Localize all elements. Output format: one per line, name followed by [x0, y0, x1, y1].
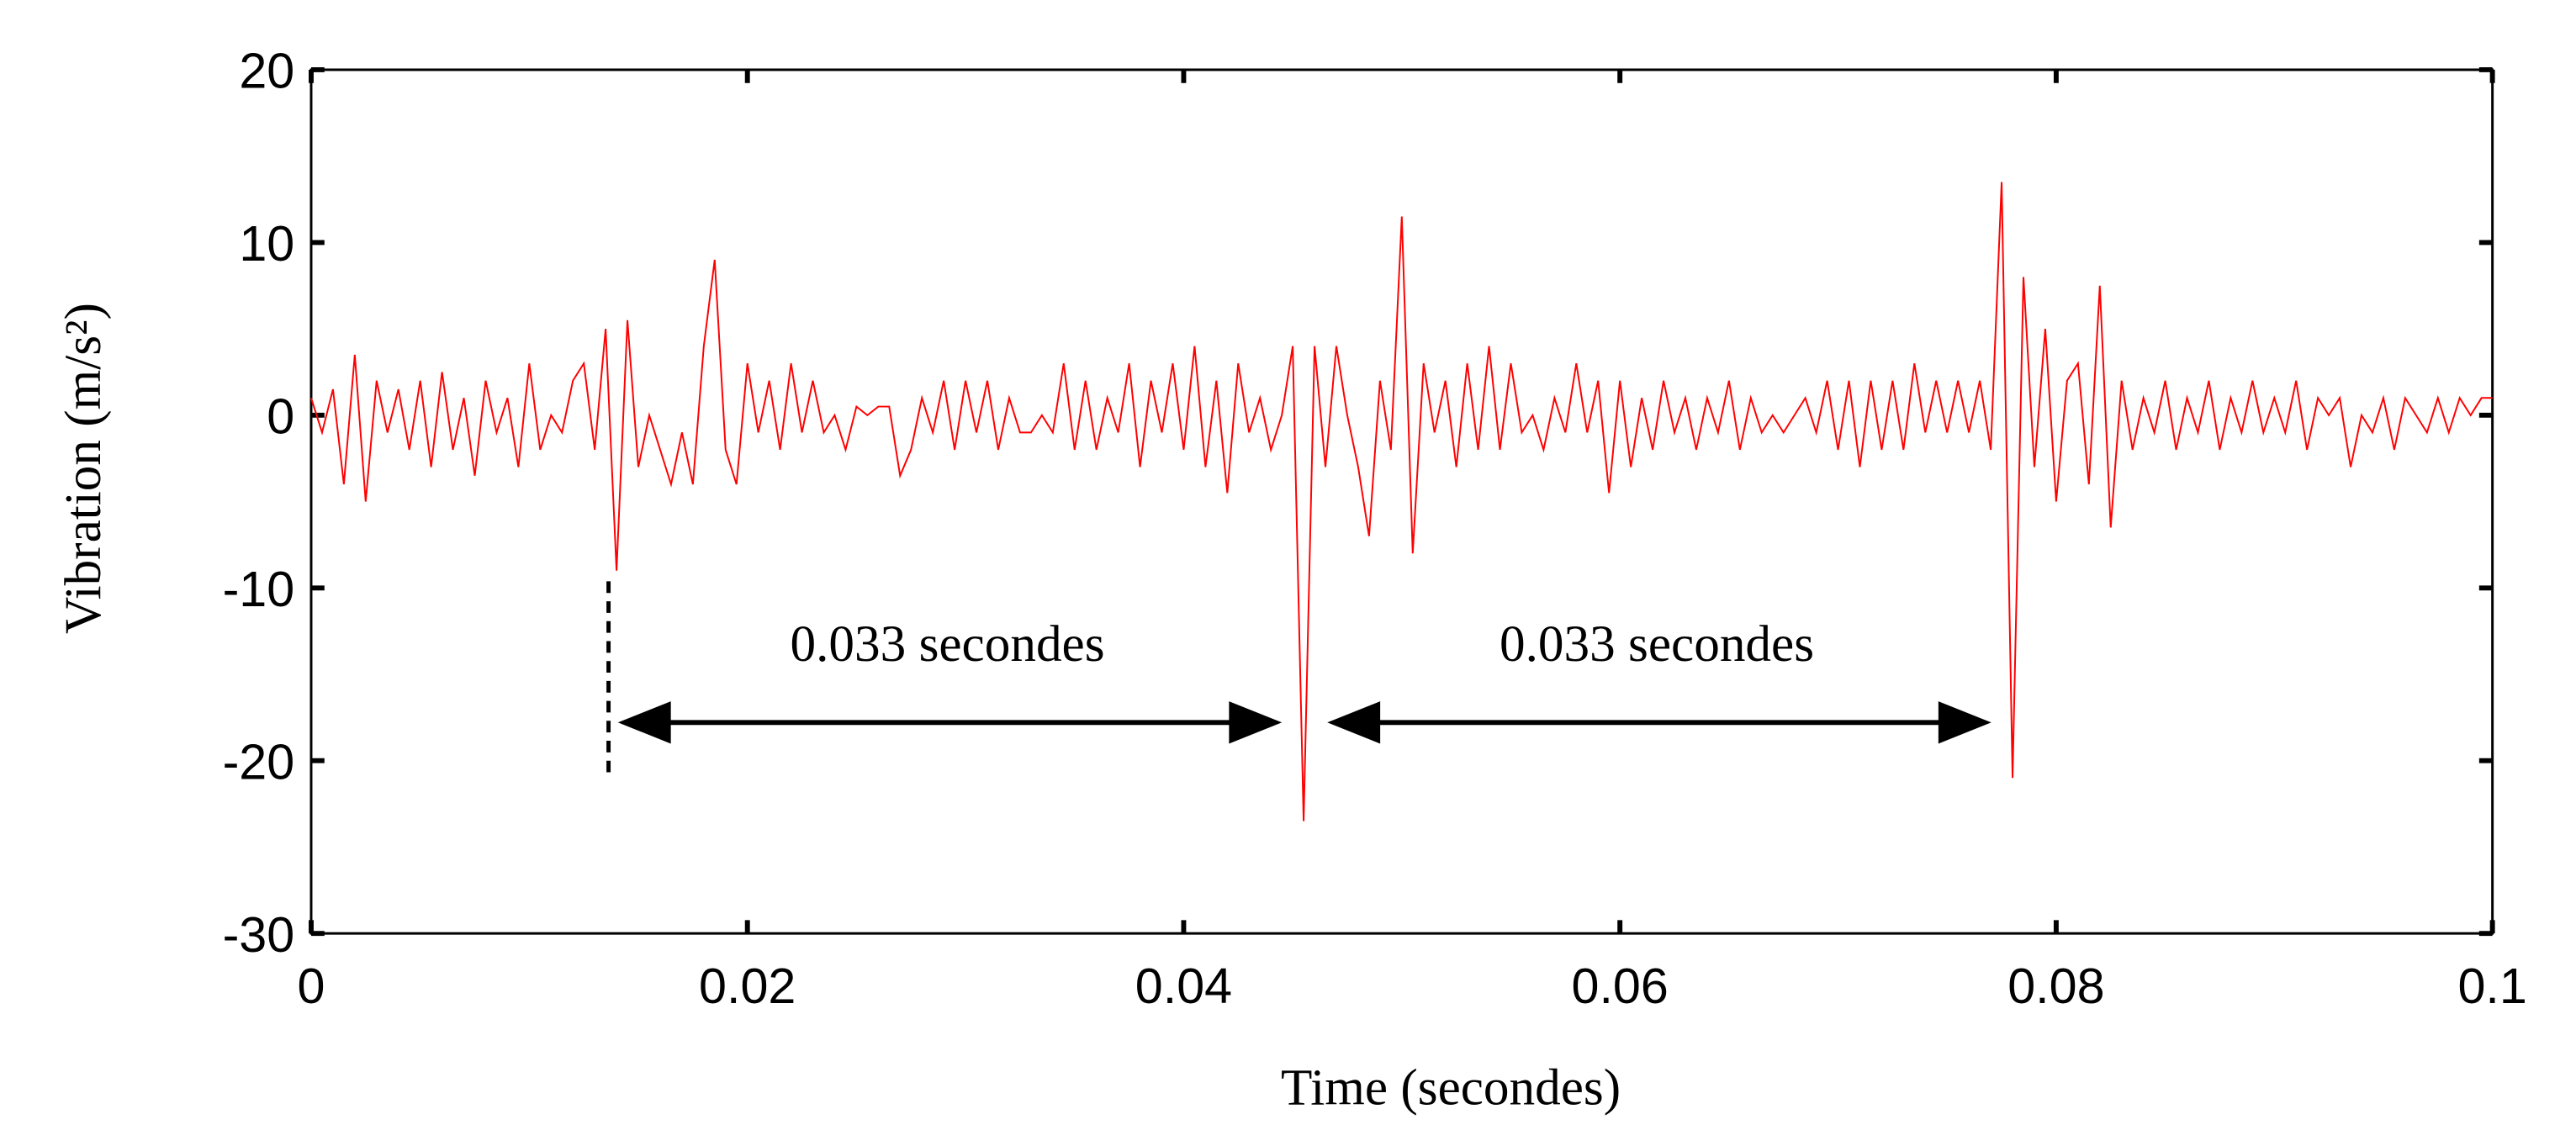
x-axis-label: Time (secondes): [1281, 1059, 1621, 1117]
arrow-head: [1327, 701, 1381, 744]
y-tick-label: 10: [239, 215, 294, 272]
arrow-head: [1229, 701, 1283, 744]
y-tick-label: -20: [223, 733, 295, 790]
x-tick-label: 0.08: [2007, 958, 2104, 1014]
y-tick-label: 0: [267, 388, 294, 445]
annotation-shapes: [606, 581, 1992, 778]
x-tick-label: 0.06: [1572, 958, 1669, 1014]
y-tick-label: -30: [223, 906, 295, 963]
y-tick-label: 20: [239, 43, 294, 99]
annotation: 0.033 secondes: [791, 615, 1105, 673]
x-tick-label: 0.02: [699, 958, 796, 1014]
x-tick-label: 0.1: [2457, 958, 2526, 1014]
annotation: 0.033 secondes: [1500, 615, 1814, 673]
plot-frame: [309, 68, 2494, 935]
x-tick-label: 0.04: [1135, 958, 1232, 1014]
data-line: [310, 182, 2493, 821]
x-tick-label: 0: [298, 958, 325, 1014]
y-tick-label: -10: [223, 561, 295, 617]
arrow-head: [617, 701, 671, 744]
y-axis-label: Vibration (m/s²): [55, 303, 112, 634]
arrow-head: [1938, 701, 1992, 744]
